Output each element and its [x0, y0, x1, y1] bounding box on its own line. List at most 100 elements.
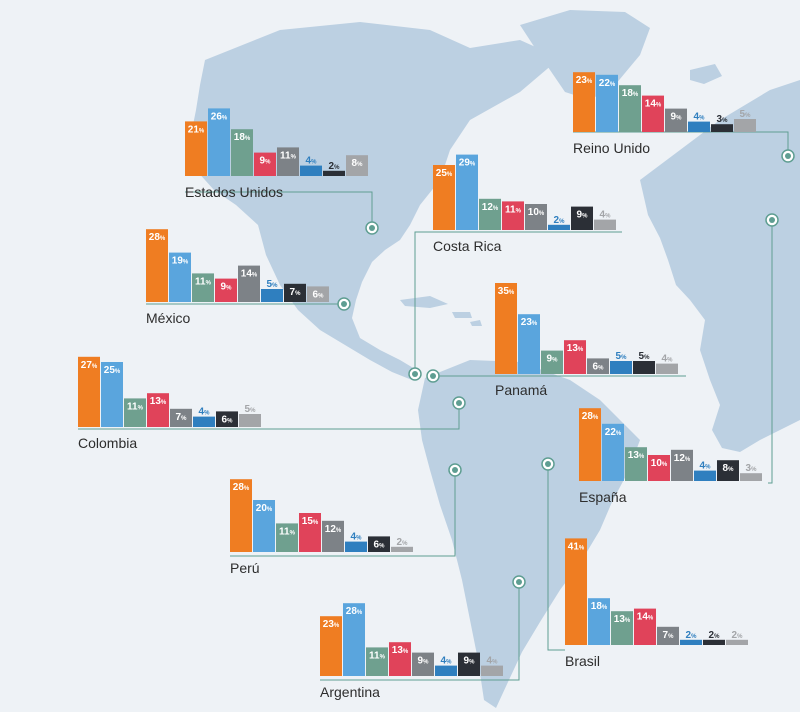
- reino-unido-bar-8: [734, 119, 756, 132]
- costa-rica-bar-3-label: 12%: [482, 202, 499, 213]
- costa-rica-location-marker-dot: [412, 371, 418, 377]
- colombia-location-marker-dot: [456, 400, 462, 406]
- colombia-bar-5: [170, 408, 192, 427]
- colombia-bar-3-label: 11%: [127, 401, 144, 412]
- estados-unidos-location-marker-dot: [369, 225, 375, 231]
- colombia-bar-5-label: 7%: [176, 412, 188, 423]
- reino-unido-bar-3-label: 18%: [622, 88, 639, 99]
- reino-unido-bar-1: [573, 72, 595, 132]
- reino-unido-bar-4: [642, 95, 664, 132]
- peru-connector-line: [230, 470, 456, 557]
- colombia-bar-7: [216, 411, 238, 427]
- espana-bar-1: [579, 408, 601, 481]
- peru-bar-2: [253, 500, 275, 552]
- peru-bar-5: [322, 520, 344, 552]
- peru-bar-3-label: 11%: [279, 526, 296, 537]
- argentina-bar-4: [389, 642, 411, 676]
- argentina-bar-5-label: 9%: [418, 656, 430, 667]
- espana-bar-chart: 28% 22% 13% 10% 12% 4% 8% 3% España: [579, 408, 762, 505]
- panama-bar-7: [633, 361, 655, 374]
- colombia-bar-3: [124, 398, 146, 427]
- mexico-bar-5-label: 14%: [241, 269, 258, 280]
- peru-bar-5-label: 12%: [325, 524, 342, 535]
- colombia-bar-7-label: 6%: [222, 414, 234, 425]
- costa-rica-bar-6-label: 2%: [554, 215, 566, 226]
- brasil-bar-1: [565, 538, 587, 645]
- panama-country-name: Panamá: [495, 382, 547, 398]
- reino-unido-bar-6-label: 4%: [694, 112, 706, 123]
- caribbean-islands: [400, 296, 482, 326]
- peru-bar-1-label: 28%: [233, 482, 250, 493]
- costa-rica-bar-2-label: 29%: [459, 158, 476, 169]
- brasil-bar-5-label: 7%: [663, 630, 675, 641]
- mexico-bar-8: [307, 286, 329, 302]
- reino-unido-bar-1-label: 23%: [576, 75, 593, 86]
- brasil-bar-8: [726, 639, 748, 645]
- panama-bar-5-label: 6%: [593, 361, 605, 372]
- reino-unido-bar-8-label: 5%: [740, 109, 752, 120]
- colombia-connector-line: [78, 403, 460, 430]
- peru-bar-6: [345, 541, 367, 552]
- reino-unido-bar-4-label: 14%: [645, 99, 662, 110]
- argentina-connector-line: [320, 582, 520, 681]
- brasil-country-name: Brasil: [565, 653, 600, 669]
- argentina-bar-5: [412, 652, 434, 676]
- peru-bar-2-label: 20%: [256, 503, 273, 514]
- mexico-bar-6-label: 5%: [267, 279, 279, 290]
- brasil-bar-7: [703, 639, 725, 645]
- mexico-bar-6: [261, 289, 283, 302]
- espana-bar-7-label: 8%: [723, 463, 735, 474]
- europe-landmass: [640, 80, 800, 452]
- mexico-bar-2: [169, 252, 191, 302]
- mexico-bar-4-label: 9%: [221, 282, 233, 293]
- espana-bar-5-label: 12%: [674, 453, 691, 464]
- espana-connector-line: [768, 220, 773, 484]
- costa-rica-bar-1: [433, 165, 455, 230]
- panama-location-marker-dot: [430, 373, 436, 379]
- espana-bar-7: [717, 460, 739, 481]
- panama-bar-2-label: 23%: [521, 317, 538, 328]
- espana-bar-5: [671, 449, 693, 481]
- mexico-bar-7-label: 7%: [290, 287, 302, 298]
- argentina-bar-6: [435, 665, 457, 676]
- connector-layer: [78, 131, 795, 681]
- brasil-bar-2: [588, 598, 610, 645]
- panama-bar-4: [564, 340, 586, 374]
- brasil-bar-6-label: 2%: [686, 630, 698, 641]
- costa-rica-bar-5: [525, 204, 547, 230]
- espana-bar-1-label: 28%: [582, 411, 599, 422]
- peru-bar-3: [276, 523, 298, 552]
- mexico-bar-2-label: 19%: [172, 256, 189, 267]
- panama-bar-1-label: 35%: [498, 286, 515, 297]
- brasil-bar-8-label: 2%: [732, 630, 744, 641]
- costa-rica-bar-chart: 25% 29% 12% 11% 10% 2% 9% 4% Costa Rica: [433, 154, 616, 254]
- brasil-bar-4-label: 14%: [637, 612, 654, 623]
- espana-country-name: España: [579, 489, 627, 505]
- espana-bar-8: [740, 473, 762, 481]
- peru-bar-7-label: 6%: [374, 539, 386, 550]
- peru-bar-1: [230, 479, 252, 552]
- colombia-bar-4-label: 13%: [150, 396, 167, 407]
- espana-bar-3-label: 13%: [628, 450, 645, 461]
- mexico-bar-chart: 28% 19% 11% 9% 14% 5% 7% 6% México: [146, 229, 329, 326]
- mexico-bar-3-label: 11%: [195, 276, 212, 287]
- costa-rica-bar-5-label: 10%: [528, 207, 545, 218]
- espana-bar-2: [602, 423, 624, 481]
- espana-bar-6-label: 4%: [700, 461, 712, 472]
- colombia-bar-4: [147, 393, 169, 427]
- costa-rica-connector-line: [414, 231, 622, 374]
- brasil-connector-line: [547, 464, 565, 651]
- reino-unido-bar-7-label: 3%: [717, 114, 729, 125]
- estados-unidos-connector-line: [185, 191, 373, 228]
- espana-bar-2-label: 22%: [605, 427, 622, 438]
- peru-location-marker-dot: [452, 467, 458, 473]
- argentina-bar-2: [343, 603, 365, 676]
- panama-bar-8-label: 4%: [662, 354, 674, 365]
- brasil-bar-3-label: 13%: [614, 614, 631, 625]
- colombia-bar-chart: 27% 25% 11% 13% 7% 4% 6% 5% Colombia: [78, 356, 261, 451]
- panama-bar-1: [495, 283, 517, 374]
- colombia-bar-6-label: 4%: [199, 407, 211, 418]
- peru-bar-8: [391, 546, 413, 552]
- mexico-bar-8-label: 6%: [313, 289, 325, 300]
